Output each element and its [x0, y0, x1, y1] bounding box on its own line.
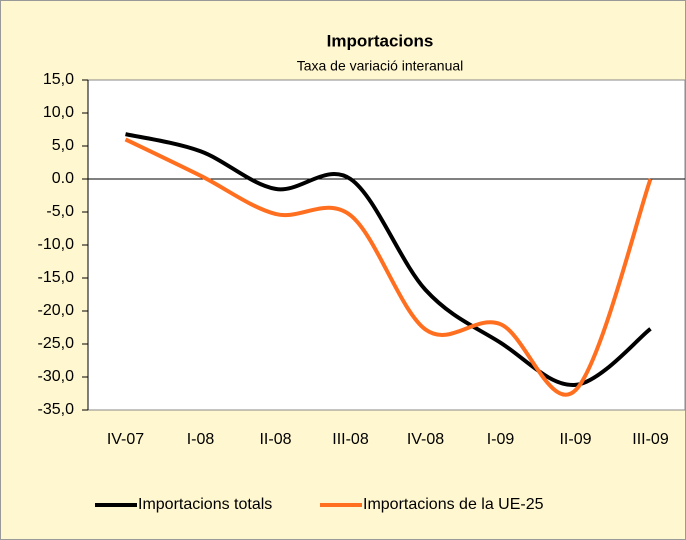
series-line — [124, 137, 653, 397]
y-tick-label: 5,0 — [52, 137, 74, 154]
series-line — [125, 132, 652, 387]
y-tick-label: -25,0 — [38, 335, 75, 352]
chart-title: Importacions — [327, 31, 434, 50]
y-tick-label: -35,0 — [38, 401, 75, 418]
y-tick-label: -5,0 — [46, 203, 74, 220]
y-tick-label: -10,0 — [38, 236, 75, 253]
x-tick-label: I-08 — [187, 431, 215, 448]
x-tick-label: II-08 — [259, 431, 291, 448]
y-tick-label: -30,0 — [38, 368, 75, 385]
y-tick-label: 15,0 — [43, 71, 74, 88]
y-tick-label: -15,0 — [38, 269, 75, 286]
x-tick-label: IV-07 — [107, 431, 144, 448]
legend-label: Importacions totals — [138, 496, 272, 513]
chart-subtitle: Taxa de variació interanual — [297, 58, 464, 74]
y-tick-label: 10,0 — [43, 104, 74, 121]
x-tick-label: I-09 — [487, 431, 515, 448]
legend-label: Importacions de la UE-25 — [363, 496, 544, 513]
x-tick-label: II-09 — [559, 431, 591, 448]
plot-area — [87, 79, 686, 411]
y-tick-label: 0.0 — [52, 170, 74, 187]
x-tick-label: III-09 — [632, 431, 669, 448]
y-tick-label: -20,0 — [38, 302, 75, 319]
x-tick-label: III-08 — [332, 431, 369, 448]
x-tick-label: IV-08 — [407, 431, 444, 448]
